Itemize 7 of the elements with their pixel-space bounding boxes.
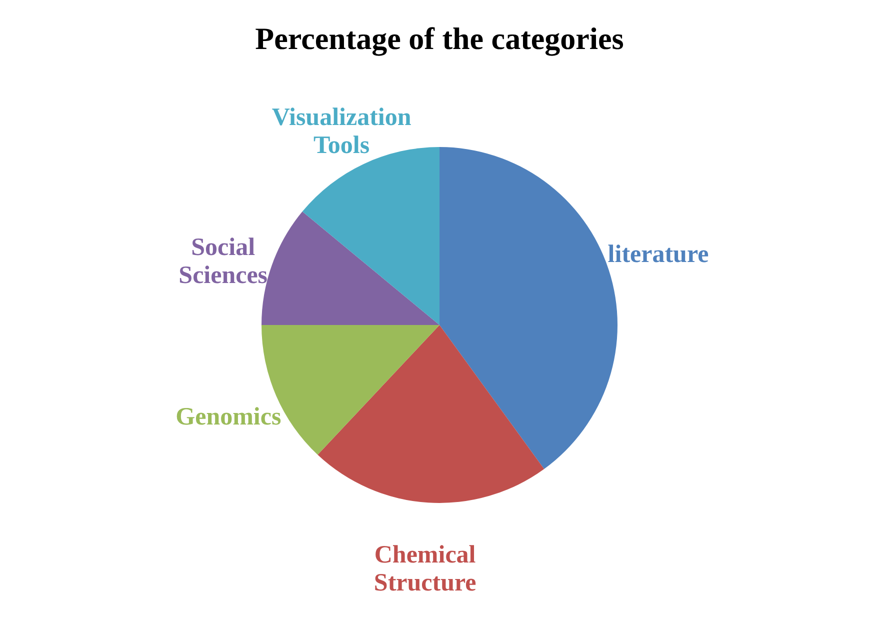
slice-label: Genomics [176,403,282,430]
slice-label: literature [608,240,709,268]
chart-title: Percentage of the categories [255,21,624,56]
slice-label: Chemical Structure [374,542,476,597]
slice-label: Visualization Tools [272,104,412,159]
pie-slice [318,325,544,503]
slice-label: Social Sciences [178,234,268,290]
